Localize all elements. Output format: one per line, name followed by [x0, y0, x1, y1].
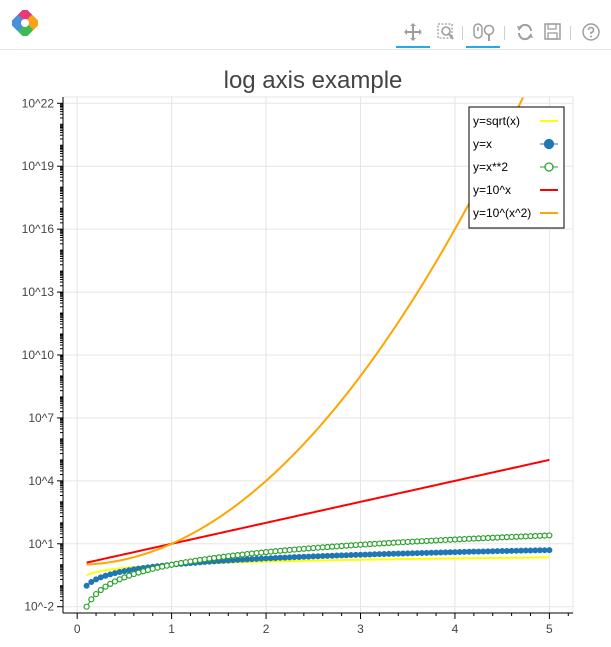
wheel-zoom-tool[interactable] — [466, 18, 500, 48]
data-point — [97, 586, 104, 594]
help-icon — [582, 23, 600, 41]
data-point — [107, 571, 114, 578]
data-point — [92, 590, 100, 598]
x-tick-label: 4 — [452, 622, 459, 636]
y-tick-label: 10^13 — [22, 285, 55, 299]
data-point — [116, 569, 123, 576]
data-point — [546, 547, 553, 554]
help-tool[interactable] — [578, 18, 604, 48]
data-point — [93, 576, 100, 583]
bokeh-logo-icon[interactable] — [10, 8, 40, 38]
y-tick-label: 10^16 — [22, 222, 55, 236]
data-point — [107, 580, 114, 587]
legend-marker — [543, 138, 555, 150]
x-tick-label: 1 — [168, 622, 175, 636]
series-y=x**2 — [83, 532, 553, 610]
legend-label: y=10^(x^2) — [473, 206, 531, 220]
legend-label: y=10^x — [473, 183, 511, 197]
series-y=10^x — [86, 458, 550, 564]
save-tool[interactable] — [540, 18, 566, 48]
legend-marker — [544, 162, 554, 172]
wheel-zoom-tool-active-indicator — [466, 46, 500, 48]
y-tick-label: 10^10 — [22, 348, 55, 362]
wheel-zoom-icon — [473, 23, 495, 41]
legend-label: y=x**2 — [473, 160, 508, 174]
data-point — [88, 596, 95, 603]
reset-icon — [517, 23, 533, 41]
save-icon — [544, 23, 561, 40]
pan-tool[interactable] — [396, 18, 430, 48]
y-tick-label: 10^4 — [28, 474, 54, 488]
toolbar-separator — [570, 26, 571, 40]
legend-label: y=x — [473, 137, 492, 151]
data-point — [83, 582, 90, 589]
toolbar — [0, 0, 611, 50]
x-tick-label: 0 — [74, 622, 81, 636]
series-line — [86, 458, 550, 564]
series-layer — [83, 97, 553, 610]
data-point — [111, 570, 118, 577]
chart-title: log axis example — [224, 67, 403, 94]
data-point — [102, 583, 109, 590]
plot-canvas[interactable]: log axis example 10^-210^110^410^710^101… — [0, 50, 611, 647]
box-zoom-icon — [437, 23, 454, 40]
grid — [63, 97, 573, 613]
pan-icon — [404, 23, 422, 41]
toolbar-separator — [504, 26, 505, 40]
box-zoom-tool[interactable] — [433, 18, 459, 48]
y-tick-label: 10^7 — [28, 411, 54, 425]
toolbar-separator — [462, 26, 463, 40]
legend-item: y=10^x — [473, 183, 558, 197]
reset-tool[interactable] — [512, 18, 538, 48]
y-tick-label: 10^-2 — [24, 600, 54, 614]
data-point — [88, 579, 95, 586]
data-point — [546, 532, 553, 539]
data-point — [83, 603, 90, 610]
y-tick-label: 10^1 — [28, 537, 54, 551]
pan-tool-active-indicator — [396, 46, 430, 48]
x-tick-label: 2 — [263, 622, 270, 636]
toolbar-divider — [0, 49, 611, 50]
legend[interactable]: y=sqrt(x) y=x y=x**2 y=10^x y=10^(x^2) — [468, 106, 565, 229]
legend-item: y=sqrt(x) — [473, 114, 558, 128]
data-point — [121, 568, 128, 575]
y-tick-label: 10^22 — [22, 96, 55, 110]
x-axis: 0 1 2 3 4 5 — [63, 612, 573, 636]
y-axis: 10^-2 10^1 10^4 10^7 10^10 10^13 10^16 10^19 10^… — [22, 96, 64, 614]
legend-item: y=x**2 — [473, 160, 558, 174]
legend-item: y=x — [473, 137, 558, 151]
y-tick-label: 10^19 — [22, 159, 55, 173]
legend-label: y=sqrt(x) — [473, 114, 520, 128]
x-tick-label: 3 — [357, 622, 364, 636]
legend-item: y=10^(x^2) — [473, 206, 558, 220]
data-point — [126, 567, 133, 574]
x-tick-label: 5 — [546, 622, 553, 636]
